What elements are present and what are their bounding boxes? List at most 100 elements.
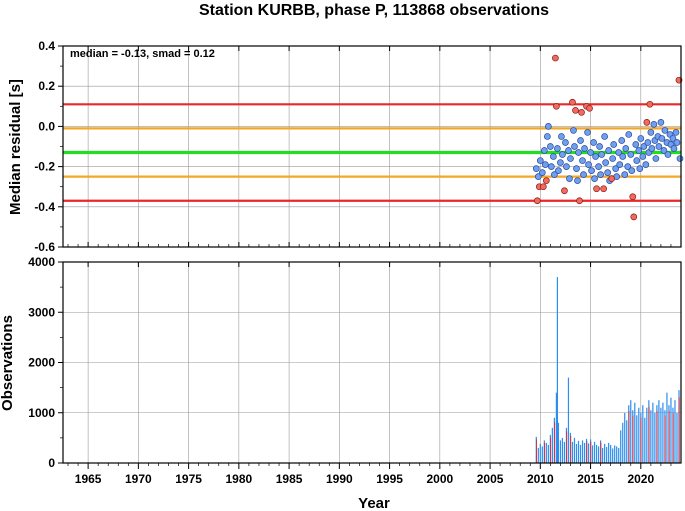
- inlier-point: [619, 153, 627, 160]
- observation-bar: [610, 444, 612, 463]
- outlier-point: [608, 175, 616, 183]
- residual-y-ticks: 0.4 0.2 0.0 -0.2 -0.4 -0.6: [34, 39, 63, 254]
- inlier-point: [551, 171, 558, 178]
- inlier-point: [648, 145, 656, 152]
- x-tick-label: 2000: [426, 472, 453, 486]
- residual-panel: 0.4 0.2 0.0 -0.2 -0.4 -0.6 median = -0.13, sm…: [7, 39, 684, 254]
- observation-bar: [598, 446, 600, 463]
- inlier-point: [567, 155, 574, 162]
- residual-points: [532, 54, 684, 221]
- inlier-point: [554, 145, 561, 152]
- observation-bar: [618, 447, 620, 463]
- x-axis-label: Year: [358, 495, 390, 511]
- observation-bar: [577, 440, 580, 463]
- inlier-point: [624, 163, 632, 170]
- observation-bar: [652, 402, 654, 463]
- x-tick-label: 1990: [326, 472, 353, 486]
- observation-bar: [539, 443, 541, 463]
- x-tick-label: 2010: [527, 472, 554, 486]
- inlier-point: [640, 143, 648, 150]
- x-tick-label: 1975: [175, 472, 202, 486]
- residual-plot-area: [63, 46, 681, 247]
- observation-bar: [670, 397, 672, 463]
- inlier-point: [597, 171, 604, 178]
- inlier-point: [633, 157, 641, 164]
- observation-bar: [561, 437, 564, 463]
- observation-bar-highlight: [536, 439, 537, 463]
- inlier-point: [581, 145, 588, 152]
- inlier-point: [585, 161, 592, 168]
- outlier-point: [600, 185, 607, 193]
- observation-bar-highlight: [586, 441, 588, 463]
- outlier-point: [542, 177, 550, 185]
- inlier-point: [616, 161, 624, 168]
- x-tick-label: 2005: [477, 472, 504, 486]
- inlier-point: [555, 167, 562, 174]
- observations-y-ticks: 4000 3000 2000 1000 0: [28, 255, 63, 470]
- inlier-point: [536, 157, 544, 164]
- observation-bar: [545, 442, 547, 463]
- observation-bar: [559, 440, 562, 463]
- inlier-point: [609, 155, 617, 162]
- observations-y-axis-label: Observations: [0, 315, 16, 411]
- observation-bar: [571, 441, 574, 463]
- observation-bar-highlight: [664, 415, 666, 463]
- observation-bar: [662, 402, 664, 463]
- inlier-point: [673, 139, 681, 146]
- inlier-point: [669, 135, 677, 142]
- inlier-point: [610, 141, 618, 148]
- inlier-point: [571, 143, 578, 150]
- observations-y-tick-label: 4000: [28, 255, 55, 269]
- observation-bar-highlight: [656, 410, 658, 463]
- inlier-point: [636, 165, 644, 172]
- inlier-point: [574, 177, 581, 185]
- residual-y-tick-label: 0.0: [38, 119, 55, 133]
- inlier-point: [562, 139, 569, 146]
- residual-x-ticks: [67, 46, 672, 247]
- observation-bar: [674, 400, 676, 463]
- inlier-point: [621, 171, 629, 178]
- inlier-point: [591, 175, 598, 183]
- observation-bar: [593, 441, 596, 463]
- observation-bar: [650, 410, 652, 463]
- x-tick-label: 2020: [627, 472, 654, 486]
- outlier-point: [576, 197, 583, 205]
- inlier-point: [602, 159, 609, 166]
- observation-bar: [602, 447, 604, 463]
- inlier-point: [622, 145, 630, 152]
- observation-bar: [646, 407, 648, 463]
- x-tick-label: 1965: [75, 472, 102, 486]
- residual-y-axis-label: Median residual [s]: [7, 79, 24, 215]
- inlier-point: [534, 173, 542, 180]
- observations-y-tick-label: 0: [48, 456, 55, 470]
- inlier-point: [566, 175, 573, 183]
- inlier-point: [596, 143, 603, 150]
- observation-bar: [591, 445, 594, 463]
- observations-x-ticks: 1965 1970 1975 1980 1985 1990 1995 2000 2005 2010…: [67, 262, 672, 486]
- inlier-point: [615, 149, 623, 156]
- outlier-point: [539, 183, 547, 191]
- inlier-point: [642, 161, 650, 168]
- inlier-point: [587, 149, 594, 156]
- observation-bar: [634, 402, 636, 463]
- observation-bar: [660, 407, 662, 463]
- observation-bar: [567, 377, 570, 463]
- observation-bar: [642, 405, 644, 463]
- observation-bar: [563, 441, 566, 463]
- observation-bar-highlight: [550, 437, 552, 463]
- inlier-point: [627, 151, 635, 158]
- inlier-point: [547, 143, 554, 150]
- inlier-point: [575, 149, 582, 156]
- inlier-point: [573, 165, 580, 172]
- observation-bar-highlight: [570, 435, 572, 463]
- observation-bar: [676, 412, 678, 463]
- inlier-point: [557, 159, 564, 166]
- inlier-point: [579, 157, 586, 164]
- inlier-point: [660, 147, 668, 154]
- outlier-point: [569, 98, 576, 106]
- inlier-point: [540, 147, 548, 154]
- observation-bar-highlight: [628, 410, 630, 463]
- outlier-point: [552, 54, 559, 62]
- outlier-point: [533, 197, 541, 205]
- observation-bar-highlight: [632, 415, 634, 463]
